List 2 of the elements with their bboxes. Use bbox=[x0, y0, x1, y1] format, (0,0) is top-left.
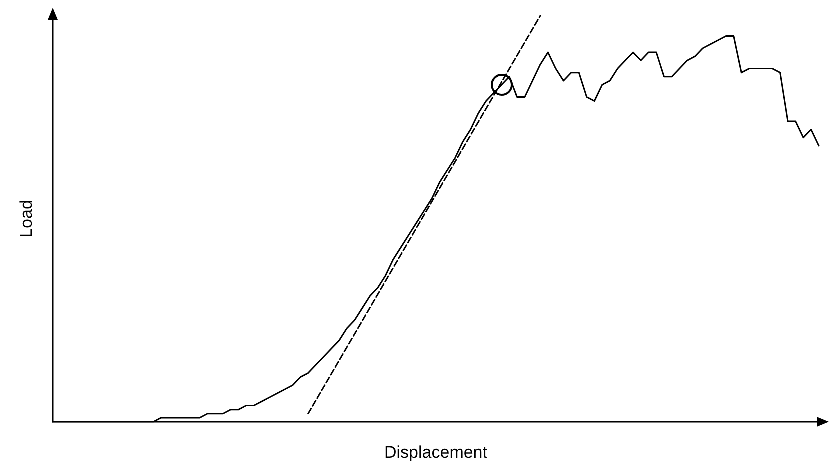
y-axis-title: Load bbox=[17, 200, 36, 238]
x-axis-title: Displacement bbox=[384, 443, 488, 462]
